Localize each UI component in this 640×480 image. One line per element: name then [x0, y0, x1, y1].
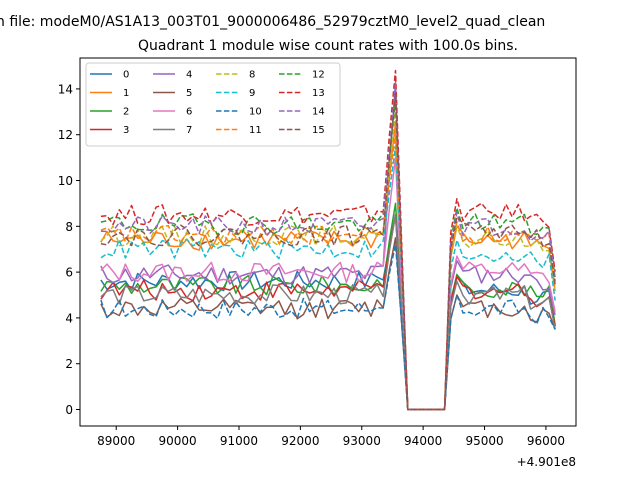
legend-label-14: 14 — [312, 107, 325, 118]
chart-title: Quadrant 1 module wise count rates with … — [138, 38, 518, 54]
legend-label-3: 3 — [123, 125, 129, 136]
y-tick-label: 8 — [65, 220, 73, 234]
chart-suptitle: n file: modeM0/AS1A13_003T01_9000006486_… — [0, 14, 545, 30]
legend-label-13: 13 — [312, 88, 325, 99]
series-line-14 — [100, 83, 556, 411]
legend-label-7: 7 — [186, 125, 192, 136]
axes-frame — [79, 57, 577, 427]
series-layer — [100, 69, 556, 411]
x-axis-offset-label: +4.901e8 — [517, 455, 576, 469]
y-tick-label: 6 — [65, 266, 73, 280]
series-line-5 — [100, 237, 556, 411]
x-tick-label: 91000 — [220, 434, 258, 448]
x-tick-label: 95000 — [465, 434, 503, 448]
series-line-10 — [100, 243, 556, 411]
x-tick-label: 92000 — [281, 434, 319, 448]
series-line-13 — [100, 69, 556, 411]
legend-label-6: 6 — [186, 107, 192, 118]
legend-label-11: 11 — [249, 125, 262, 136]
y-tick-label: 4 — [65, 311, 73, 325]
legend-label-15: 15 — [312, 125, 325, 136]
x-tick-label: 93000 — [343, 434, 381, 448]
legend-frame — [85, 62, 341, 147]
legend-label-10: 10 — [249, 107, 262, 118]
legend-label-0: 0 — [123, 70, 129, 81]
y-tick-label: 14 — [58, 82, 73, 96]
legend-label-5: 5 — [186, 88, 192, 99]
y-tick-label: 10 — [58, 174, 73, 188]
legend-label-4: 4 — [186, 70, 192, 81]
legend-label-1: 1 — [123, 88, 129, 99]
series-line-7 — [100, 214, 556, 411]
y-tick-label: 0 — [65, 403, 73, 417]
y-tick-label: 12 — [58, 128, 73, 142]
x-tick-label: 96000 — [527, 434, 565, 448]
ticks-layer: 89000 90000 91000 92000 93000 94000 95000 96000… — [58, 82, 565, 448]
x-tick-label: 89000 — [97, 434, 135, 448]
x-tick-label: 90000 — [159, 434, 197, 448]
series-line-8 — [100, 111, 556, 411]
legend-label-2: 2 — [123, 107, 129, 118]
y-tick-label: 2 — [65, 357, 73, 371]
series-line-11 — [100, 133, 556, 411]
x-tick-label: 94000 — [404, 434, 442, 448]
legend-label-9: 9 — [249, 88, 255, 99]
legend-label-8: 8 — [249, 70, 255, 81]
series-line-15 — [100, 92, 556, 411]
series-line-4 — [100, 81, 556, 411]
series-line-6 — [100, 156, 556, 411]
legend-label-12: 12 — [312, 70, 325, 81]
